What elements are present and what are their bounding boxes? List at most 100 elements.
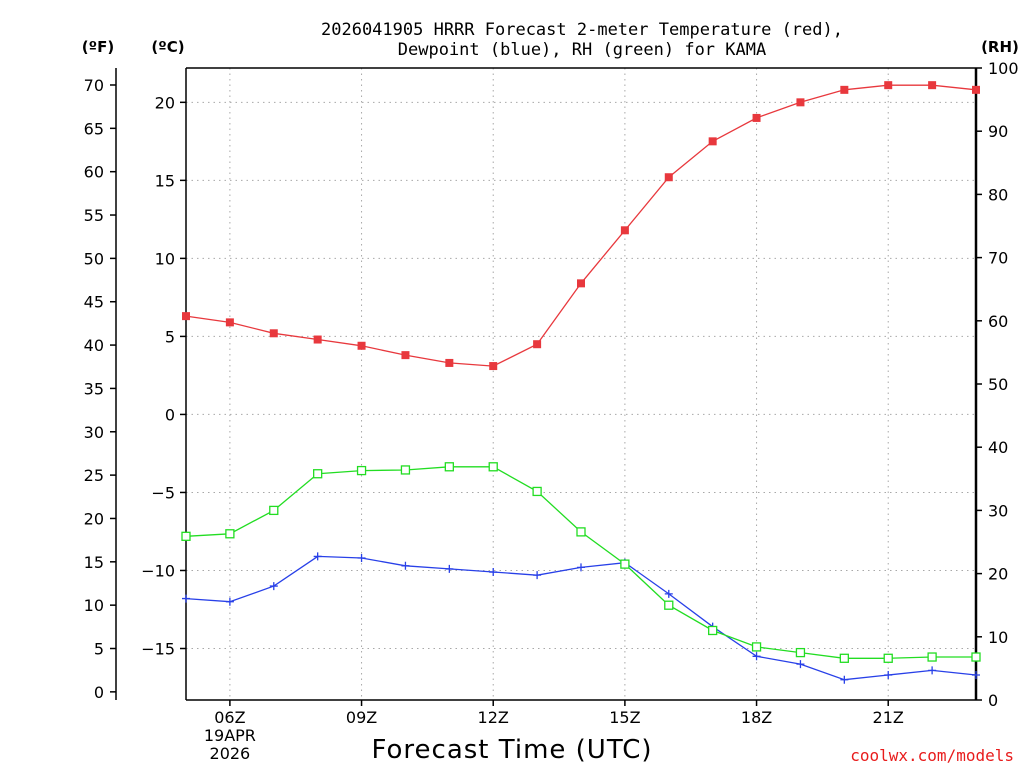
- temperature-point: [577, 279, 585, 288]
- fahrenheit-tick-label: 70: [84, 76, 104, 95]
- rh-tick-label: 40: [988, 438, 1008, 457]
- fahrenheit-tick-label: 40: [84, 336, 104, 355]
- rh-point: [664, 600, 674, 610]
- rh-point: [313, 469, 323, 479]
- dewpoint-point: [489, 568, 498, 577]
- temperature-point: [664, 173, 673, 182]
- grid-lines: [186, 68, 976, 700]
- rh-point: [225, 529, 235, 539]
- celsius-tick-label: 20: [155, 93, 175, 112]
- x-tick-label: 18Z: [741, 708, 772, 727]
- rh-point: [576, 527, 586, 537]
- rh-point: [181, 531, 191, 541]
- temperature-point: [620, 226, 629, 235]
- x-tick-year-label: 2026: [210, 744, 251, 763]
- x-tick-label: 06Z: [214, 708, 245, 727]
- dewpoint-point: [577, 563, 585, 572]
- fahrenheit-tick-label: 10: [84, 596, 104, 615]
- x-tick-label: 09Z: [346, 708, 377, 727]
- fahrenheit-tick-label: 0: [94, 683, 104, 702]
- fahrenheit-unit-label: (ºF): [82, 38, 114, 56]
- fahrenheit-tick-label: 55: [84, 206, 104, 225]
- dewpoint-point: [357, 553, 366, 562]
- rh-point: [356, 465, 367, 476]
- x-tick-date-label: 19APR: [204, 726, 256, 745]
- temperature-point: [182, 312, 190, 321]
- x-tick-label: 21Z: [873, 708, 904, 727]
- rh-tick-label: 80: [988, 185, 1008, 204]
- temperature-point: [972, 85, 980, 94]
- rh-tick-label: 90: [988, 122, 1008, 141]
- dewpoint-point: [752, 652, 761, 661]
- rh-point: [971, 652, 981, 662]
- rh-tick-label: 30: [988, 501, 1008, 520]
- axes: 706560555045403530252015105020151050−5−1…: [84, 59, 1019, 763]
- dewpoint-point: [225, 597, 234, 606]
- rh-point: [795, 647, 806, 658]
- chart-title-line1: 2026041905 HRRR Forecast 2-meter Tempera…: [321, 20, 843, 40]
- fahrenheit-tick-label: 15: [84, 553, 104, 572]
- temperature-point: [489, 362, 498, 371]
- temperature-point: [401, 351, 410, 360]
- rh-point: [620, 559, 630, 569]
- fahrenheit-tick-label: 5: [94, 640, 104, 659]
- rh-unit-label: (RH): [981, 38, 1019, 56]
- fahrenheit-tick-label: 65: [84, 119, 104, 138]
- celsius-tick-label: −10: [141, 561, 175, 580]
- temperature-point: [357, 341, 366, 350]
- credit-link[interactable]: coolwx.com/models: [850, 746, 1014, 765]
- celsius-tick-label: 15: [155, 171, 175, 190]
- dewpoint-point: [796, 660, 805, 669]
- rh-point: [269, 505, 279, 516]
- fahrenheit-tick-label: 60: [84, 163, 104, 182]
- celsius-unit-label: (ºC): [151, 38, 184, 56]
- fahrenheit-tick-label: 50: [84, 249, 104, 268]
- rh-point: [400, 465, 411, 475]
- dewpoint-point: [664, 589, 673, 598]
- temperature-point: [225, 318, 234, 327]
- temperature-point: [533, 340, 542, 349]
- fahrenheit-tick-label: 35: [84, 379, 104, 398]
- rh-point: [751, 642, 762, 652]
- rh-point: [708, 625, 718, 636]
- x-tick-label: 15Z: [609, 708, 640, 727]
- dewpoint-point: [840, 675, 849, 684]
- temperature-point: [708, 137, 717, 146]
- temperature-point: [884, 81, 893, 90]
- rh-point: [839, 653, 849, 663]
- dewpoint-point: [972, 671, 980, 680]
- rh-tick-label: 20: [988, 565, 1008, 584]
- dewpoint-point: [269, 582, 278, 591]
- rh-point: [883, 653, 893, 663]
- rh-point: [444, 462, 454, 472]
- rh-point: [532, 486, 542, 497]
- fahrenheit-tick-label: 30: [84, 423, 104, 442]
- dewpoint-point: [884, 671, 893, 680]
- temperature-point: [445, 358, 454, 367]
- rh-point: [488, 462, 498, 472]
- dewpoint-point: [533, 571, 542, 580]
- rh-tick-label: 70: [988, 249, 1008, 268]
- temperature-point: [840, 85, 849, 94]
- temperature-line: [185, 84, 977, 367]
- celsius-tick-label: 5: [165, 327, 175, 346]
- dewpoint-point: [313, 552, 322, 561]
- temperature-point: [796, 98, 805, 107]
- rh-tick-label: 100: [988, 59, 1019, 78]
- rh-point: [927, 652, 937, 662]
- celsius-tick-label: 0: [165, 405, 175, 424]
- celsius-tick-label: −5: [151, 483, 175, 502]
- fahrenheit-tick-label: 45: [84, 293, 104, 312]
- fahrenheit-tick-label: 25: [84, 466, 104, 485]
- dewpoint-line: [185, 555, 977, 681]
- rh-line: [185, 466, 976, 659]
- dewpoint-point: [401, 561, 410, 570]
- rh-tick-label: 50: [988, 375, 1008, 394]
- celsius-tick-label: −15: [141, 640, 175, 659]
- celsius-tick-label: 10: [155, 249, 175, 268]
- fahrenheit-tick-label: 20: [84, 509, 104, 528]
- chart-title-line2: Dewpoint (blue), RH (green) for KAMA: [398, 40, 766, 60]
- rh-tick-label: 60: [988, 312, 1008, 331]
- x-tick-label: 12Z: [478, 708, 509, 727]
